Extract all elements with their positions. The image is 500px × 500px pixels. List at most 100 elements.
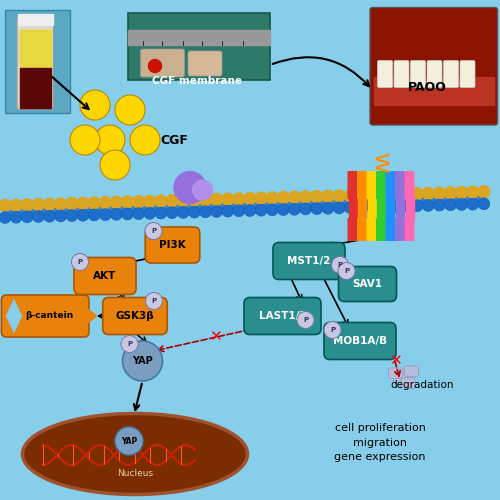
Circle shape	[95, 125, 125, 155]
FancyBboxPatch shape	[460, 60, 475, 88]
Bar	[20, 30, 51, 68]
FancyBboxPatch shape	[348, 218, 358, 241]
Circle shape	[99, 196, 111, 208]
Text: P: P	[127, 341, 132, 347]
Circle shape	[466, 198, 478, 210]
FancyBboxPatch shape	[273, 242, 345, 280]
Circle shape	[466, 186, 478, 198]
FancyBboxPatch shape	[401, 378, 415, 388]
Circle shape	[297, 312, 314, 328]
Circle shape	[324, 322, 341, 338]
Bar	[368, 198, 376, 219]
Circle shape	[255, 192, 267, 204]
Circle shape	[366, 189, 378, 201]
FancyBboxPatch shape	[444, 60, 458, 88]
Circle shape	[233, 205, 245, 217]
Bar	[406, 198, 413, 219]
Circle shape	[70, 125, 100, 155]
Text: ✕: ✕	[388, 354, 402, 368]
Circle shape	[146, 292, 162, 310]
FancyBboxPatch shape	[388, 368, 402, 378]
FancyBboxPatch shape	[386, 171, 396, 199]
Text: degradation: degradation	[391, 380, 454, 390]
Circle shape	[166, 194, 178, 206]
Circle shape	[400, 188, 412, 200]
Circle shape	[44, 210, 56, 222]
Text: P: P	[338, 262, 342, 268]
Text: MST1/2: MST1/2	[288, 256, 331, 266]
Circle shape	[322, 190, 334, 202]
Circle shape	[356, 190, 368, 202]
Circle shape	[333, 202, 345, 214]
Bar	[348, 198, 356, 219]
Text: P: P	[151, 228, 156, 234]
Bar	[128, 30, 270, 45]
Ellipse shape	[22, 414, 248, 494]
Circle shape	[456, 198, 468, 210]
Circle shape	[338, 262, 355, 280]
Circle shape	[77, 210, 89, 222]
Bar	[20, 68, 51, 108]
Circle shape	[44, 198, 56, 210]
Circle shape	[132, 208, 144, 220]
Text: P: P	[78, 259, 82, 265]
Circle shape	[10, 199, 22, 211]
Circle shape	[300, 191, 312, 203]
FancyBboxPatch shape	[366, 171, 376, 199]
Text: P: P	[330, 327, 335, 333]
Text: P: P	[303, 317, 308, 323]
Circle shape	[322, 202, 334, 214]
Circle shape	[115, 95, 145, 125]
Circle shape	[311, 190, 323, 202]
Circle shape	[222, 205, 234, 217]
Circle shape	[155, 207, 167, 219]
Circle shape	[88, 209, 100, 221]
Circle shape	[222, 193, 234, 205]
FancyBboxPatch shape	[338, 266, 396, 302]
FancyBboxPatch shape	[357, 218, 367, 241]
Circle shape	[144, 208, 156, 220]
Text: Nucleus: Nucleus	[117, 468, 153, 477]
FancyBboxPatch shape	[394, 372, 407, 382]
FancyBboxPatch shape	[140, 49, 184, 77]
Circle shape	[0, 200, 11, 211]
Circle shape	[344, 190, 356, 202]
Circle shape	[233, 193, 245, 205]
FancyBboxPatch shape	[2, 295, 89, 337]
Circle shape	[0, 212, 11, 224]
Circle shape	[122, 196, 134, 208]
Bar	[396, 198, 404, 219]
Circle shape	[300, 203, 312, 215]
Circle shape	[389, 200, 401, 212]
Circle shape	[444, 187, 456, 199]
Circle shape	[210, 206, 222, 218]
Bar	[374, 78, 494, 105]
Text: β-cantein: β-cantein	[25, 312, 73, 320]
Bar	[18, 14, 52, 25]
Circle shape	[411, 188, 423, 200]
Circle shape	[10, 211, 22, 223]
FancyBboxPatch shape	[404, 218, 414, 241]
Bar	[377, 198, 385, 219]
Circle shape	[411, 200, 423, 211]
Circle shape	[210, 194, 222, 205]
Circle shape	[54, 198, 66, 210]
Circle shape	[266, 192, 278, 204]
Circle shape	[177, 206, 189, 218]
Circle shape	[192, 180, 212, 200]
Circle shape	[400, 200, 412, 212]
Circle shape	[478, 198, 490, 210]
Text: CGF: CGF	[160, 134, 188, 146]
Circle shape	[255, 204, 267, 216]
Circle shape	[188, 194, 200, 206]
Text: PAOO: PAOO	[408, 81, 447, 94]
Text: MOB1A/B: MOB1A/B	[333, 336, 387, 346]
Text: P: P	[152, 298, 156, 304]
Circle shape	[54, 210, 66, 222]
FancyBboxPatch shape	[378, 60, 392, 88]
FancyBboxPatch shape	[103, 298, 167, 335]
Circle shape	[244, 192, 256, 204]
FancyBboxPatch shape	[404, 366, 418, 376]
Circle shape	[244, 204, 256, 216]
FancyBboxPatch shape	[145, 227, 200, 263]
